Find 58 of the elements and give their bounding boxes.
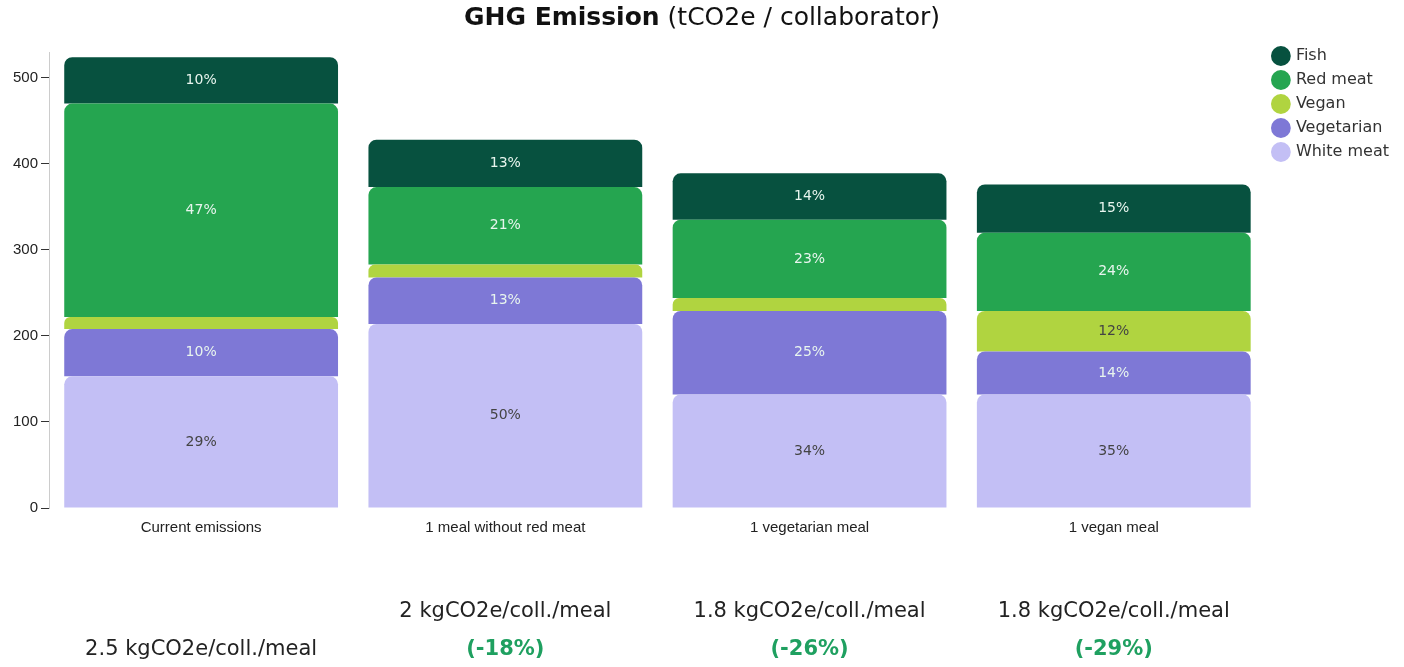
bar (672, 173, 947, 220)
bar (672, 298, 947, 311)
legend-label: Red meat (1295, 69, 1373, 89)
chart-title: GHG Emission (463, 2, 660, 31)
bar (64, 376, 339, 508)
annotation: 21% (489, 216, 521, 233)
bar (976, 351, 1251, 395)
annotation: 12% (1098, 321, 1130, 338)
annotation: 35% (1098, 441, 1130, 458)
annotation: 24% (1098, 262, 1130, 279)
bar (64, 317, 339, 330)
annotation: 29% (185, 432, 217, 449)
text: 1.8 kgCO2e/coll./meal (-26%) (692, 597, 927, 662)
bar (368, 264, 643, 278)
bar (64, 57, 339, 104)
text: 2 kgCO2e/coll./meal (-18%) (398, 597, 613, 662)
legend-label: Fish (1295, 45, 1327, 65)
x-tick-label: Current emissions (140, 518, 262, 536)
annotation: 14% (1098, 363, 1130, 380)
legend-label: White meat (1295, 141, 1390, 161)
annotation: 23% (794, 249, 826, 266)
chart-subtitle: (tCO2e / collaborator) (667, 2, 941, 31)
annotation: 10% (185, 343, 217, 360)
bar (976, 232, 1251, 311)
bar (64, 329, 339, 377)
bar (368, 187, 643, 265)
bar (976, 310, 1251, 352)
x-tick-label: 1 vegan meal (1068, 518, 1159, 536)
annotation: 47% (185, 200, 217, 217)
annotation: 25% (794, 343, 826, 360)
bar (672, 219, 947, 299)
legend-label: Vegetarian (1295, 117, 1383, 137)
annotation: 14% (794, 187, 826, 204)
annotation: 13% (489, 291, 521, 308)
x-tick-label: 1 meal without red meat (425, 518, 587, 536)
text: 1.8 kgCO2e/coll./meal (-29%) (996, 597, 1231, 662)
bar (368, 323, 643, 508)
bar (976, 184, 1251, 233)
annotation: 50% (489, 406, 521, 423)
annotation: 34% (794, 441, 826, 458)
bar (672, 394, 947, 508)
annotation: 13% (489, 154, 521, 171)
y-tick-label: 500 (13, 67, 39, 85)
bar (368, 277, 643, 324)
bar (368, 139, 643, 188)
bar (672, 310, 947, 395)
y-tick-label: 300 (13, 240, 39, 258)
bar (64, 103, 339, 317)
x-tick-label: 1 vegetarian meal (749, 518, 870, 536)
annotation: 15% (1098, 199, 1130, 216)
y-tick-label: 100 (13, 412, 39, 430)
text: 2.5 kgCO2e/coll./meal (84, 635, 319, 662)
y-tick-label: 400 (13, 153, 39, 171)
y-tick-label: 0 (29, 498, 39, 516)
annotation: 10% (185, 71, 217, 88)
legend-label: Vegan (1295, 93, 1346, 113)
bar (976, 394, 1251, 508)
y-tick-label: 200 (13, 326, 39, 344)
